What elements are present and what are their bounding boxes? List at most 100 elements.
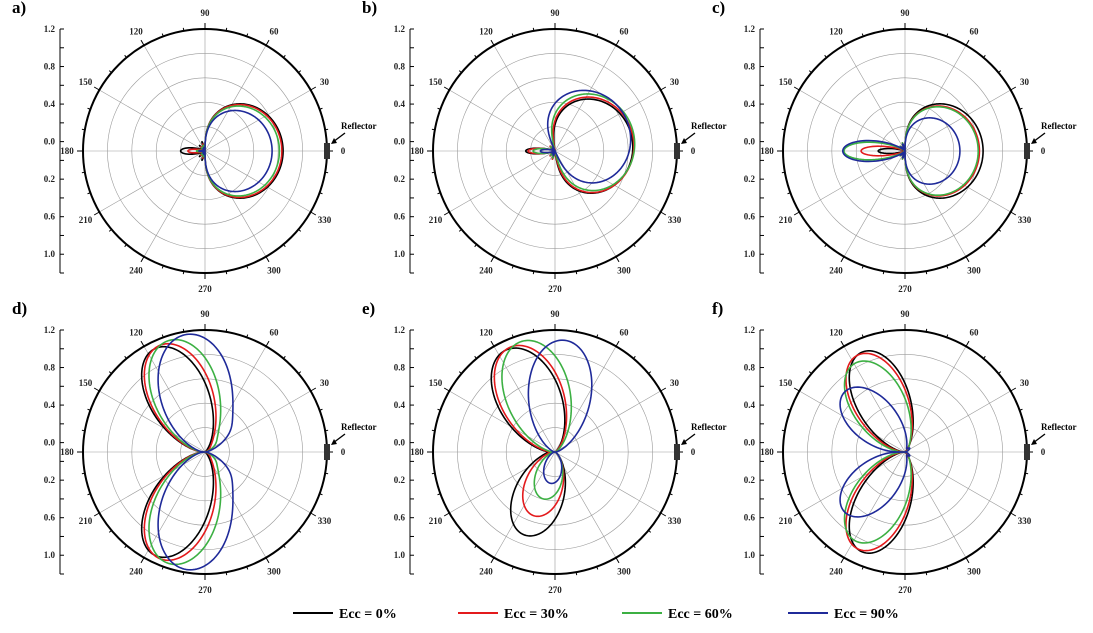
- angular-tick: [965, 256, 970, 263]
- angular-tick: [124, 355, 127, 359]
- grid-spoke: [799, 451, 906, 514]
- radial-tick-label: 1.0: [44, 249, 56, 259]
- reflector-label: Reflector: [341, 121, 376, 131]
- angular-tick: [793, 512, 800, 517]
- angular-tick-label: 150: [79, 77, 93, 87]
- angular-tick: [431, 472, 435, 475]
- radial-tick-label: 0.6: [44, 212, 56, 222]
- angular-tick: [648, 70, 652, 73]
- angular-tick: [1025, 128, 1029, 131]
- angular-tick-label: 30: [320, 77, 330, 87]
- angular-tick: [81, 171, 85, 174]
- angular-tick: [140, 557, 145, 564]
- angular-tick: [808, 371, 812, 374]
- angular-tick: [246, 566, 249, 570]
- angular-tick: [108, 229, 112, 232]
- angular-tick: [824, 244, 827, 248]
- angular-tick-label: 120: [479, 26, 493, 36]
- radial-tick-label: 0.0: [44, 438, 56, 448]
- angular-tick: [225, 27, 228, 31]
- angular-tick: [882, 572, 885, 576]
- angular-tick: [532, 27, 535, 31]
- angular-tick: [946, 265, 949, 269]
- angular-tick: [669, 192, 673, 195]
- angular-tick: [161, 334, 164, 338]
- series-curve-ecc-60: [532, 93, 636, 192]
- reflector-label: Reflector: [691, 121, 726, 131]
- angular-tick-label: 270: [898, 585, 912, 595]
- grid-spoke: [554, 390, 661, 453]
- series-curve-ecc-60: [195, 105, 281, 197]
- angular-tick: [490, 557, 495, 564]
- angular-tick: [431, 171, 435, 174]
- reflector-arrowhead: [331, 439, 337, 445]
- radial-tick-label: 0.0: [394, 137, 406, 147]
- angular-tick: [93, 387, 100, 392]
- angular-tick: [474, 54, 477, 58]
- angular-tick-label: 90: [901, 309, 911, 319]
- grid-spoke: [143, 451, 206, 558]
- angular-tick-label: 240: [479, 266, 493, 276]
- angular-tick: [824, 54, 827, 58]
- polar-panel-5: 0 30 60 90 120 150 180 210 240 270 300 330 1.2 0.8 0.4…: [362, 299, 726, 595]
- angular-tick: [998, 70, 1002, 73]
- angular-tick-label: 150: [779, 378, 793, 388]
- reflector-arrowhead: [681, 439, 687, 445]
- grid-spoke: [99, 150, 206, 213]
- angular-tick-label: 0: [341, 447, 346, 457]
- angular-tick-label: 0: [1041, 447, 1046, 457]
- angular-tick: [431, 429, 435, 432]
- angular-tick-label: 240: [829, 266, 843, 276]
- grid-spoke: [843, 45, 906, 152]
- angular-tick: [596, 265, 599, 269]
- angular-tick: [458, 371, 462, 374]
- angular-tick: [965, 39, 970, 46]
- grid-spoke: [143, 150, 206, 257]
- grid-spoke: [843, 150, 906, 257]
- angular-tick: [108, 530, 112, 533]
- angular-tick: [615, 39, 620, 46]
- angular-tick: [675, 429, 679, 432]
- grid-spoke: [554, 45, 617, 152]
- grid-spoke: [554, 451, 661, 514]
- radial-tick-label: 1.2: [744, 325, 756, 335]
- angular-tick: [81, 128, 85, 131]
- angular-tick-label: 270: [198, 585, 212, 595]
- radial-tick-label: 0.0: [744, 438, 756, 448]
- angular-tick: [660, 86, 667, 91]
- grid-spoke: [449, 451, 556, 514]
- angular-tick: [437, 493, 441, 496]
- angular-tick: [998, 229, 1002, 232]
- angular-tick: [124, 545, 127, 549]
- reflector-mark: [674, 143, 680, 159]
- angular-tick-label: 180: [760, 447, 774, 457]
- angular-tick: [310, 387, 317, 392]
- reflector-mark: [324, 143, 330, 159]
- angular-tick: [787, 408, 791, 411]
- series-curve-ecc-30: [527, 96, 635, 194]
- angular-tick-label: 60: [620, 327, 630, 337]
- radial-tick-label: 0.2: [394, 174, 406, 184]
- angular-tick: [310, 512, 317, 517]
- angular-tick-label: 120: [829, 26, 843, 36]
- angular-tick: [265, 557, 270, 564]
- angular-tick: [925, 572, 928, 576]
- angular-tick-label: 30: [1020, 378, 1030, 388]
- angular-tick-label: 0: [1041, 146, 1046, 156]
- angular-tick: [787, 493, 791, 496]
- angular-tick-label: 150: [429, 77, 443, 87]
- grid-spoke: [449, 89, 556, 152]
- radial-tick-label: 0.8: [394, 363, 406, 373]
- angular-tick: [965, 340, 970, 347]
- angular-tick: [793, 86, 800, 91]
- angular-tick: [840, 39, 845, 46]
- angular-tick: [87, 107, 91, 110]
- grid-spoke: [204, 150, 267, 257]
- angular-tick: [93, 211, 100, 216]
- angular-tick-label: 270: [198, 284, 212, 294]
- angular-tick: [946, 33, 949, 37]
- radial-tick-label: 0.0: [744, 137, 756, 147]
- angular-tick-label: 270: [898, 284, 912, 294]
- angular-tick-label: 90: [551, 8, 561, 18]
- angular-tick: [861, 334, 864, 338]
